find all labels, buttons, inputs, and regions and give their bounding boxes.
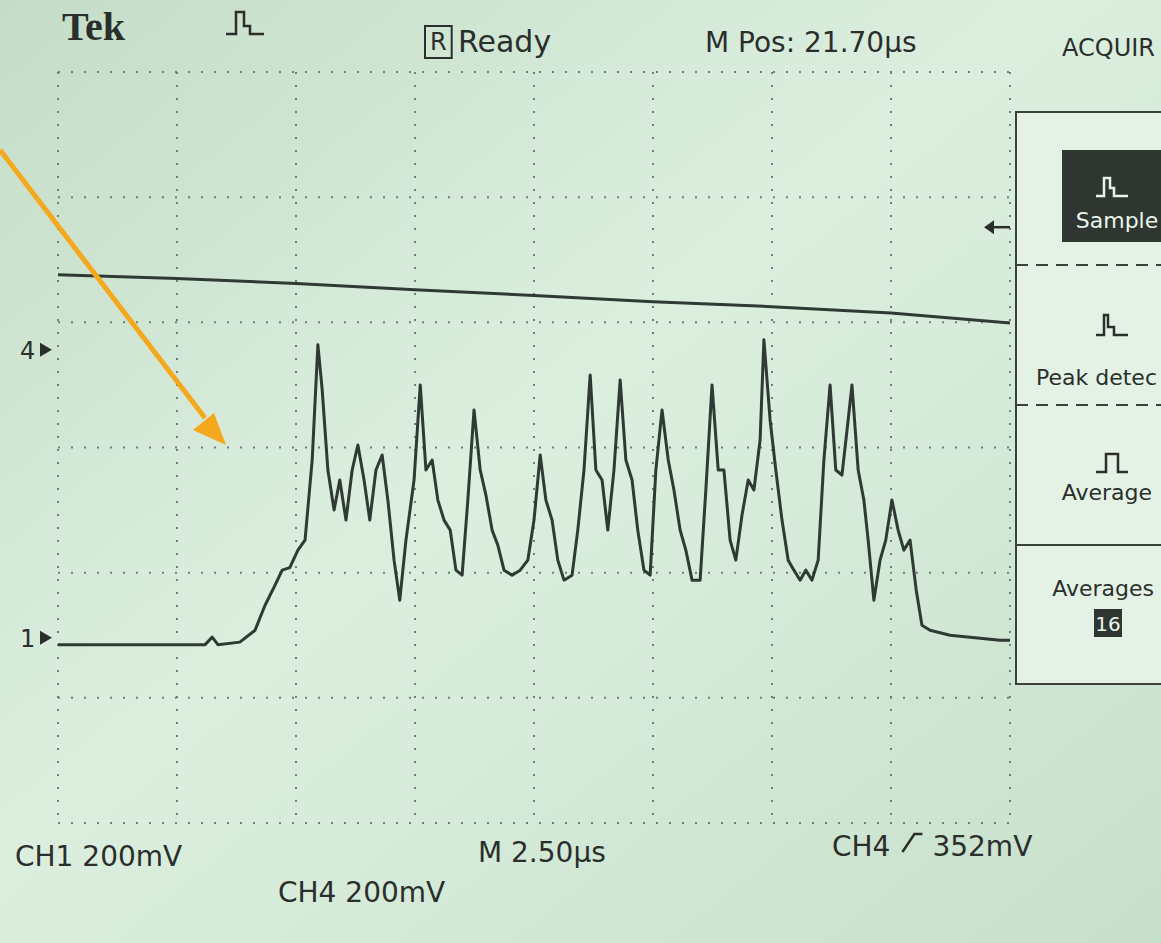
scope-screen: 41TekRReadyM Pos: 21.70µsACQUIRSamplePea… bbox=[0, 0, 1161, 943]
channel-label: 1 bbox=[20, 625, 35, 653]
menu-item: Peak detec bbox=[1036, 365, 1157, 390]
menu-value: 16 bbox=[1095, 612, 1120, 636]
traces bbox=[58, 275, 1010, 645]
grid-line-x bbox=[652, 72, 654, 823]
brand: Tek bbox=[62, 4, 126, 49]
mode-icon bbox=[1096, 178, 1128, 196]
trace bbox=[58, 340, 1010, 645]
channel-scale: CH4 200mV bbox=[278, 876, 445, 909]
horizontal-position: M Pos: 21.70µs bbox=[705, 26, 917, 59]
channel-marker bbox=[40, 343, 52, 357]
grid-line-y bbox=[58, 196, 1010, 198]
grid-line-y bbox=[58, 822, 1010, 824]
grid-line-x bbox=[295, 72, 297, 823]
grid-line-y bbox=[58, 71, 1010, 73]
menu-separator bbox=[1016, 264, 1161, 266]
acquire-menu bbox=[1016, 112, 1161, 684]
channel-markers: 41 bbox=[20, 337, 52, 653]
trigger-arrow-head bbox=[984, 220, 994, 234]
trigger-slope-icon bbox=[902, 834, 922, 852]
averages-box bbox=[1094, 609, 1122, 637]
channel-label: 4 bbox=[20, 337, 35, 365]
trigger-source: CH4 bbox=[832, 830, 890, 863]
grid-line-y bbox=[58, 572, 1010, 574]
run-state-badge: R bbox=[430, 28, 447, 56]
time-scale: M 2.50µs bbox=[478, 836, 606, 869]
menu-title: ACQUIR bbox=[1062, 34, 1155, 62]
menu-panel bbox=[1016, 112, 1161, 684]
run-state: Ready bbox=[458, 24, 551, 59]
pointer-shaft bbox=[0, 150, 205, 418]
grid-line-y bbox=[58, 697, 1010, 699]
grid-line-x bbox=[533, 72, 535, 823]
menu-selected bbox=[1062, 150, 1161, 242]
trigger-level bbox=[984, 220, 1010, 234]
pointer-head bbox=[193, 413, 226, 445]
trigger-icon bbox=[226, 12, 264, 34]
pointer-arrow bbox=[0, 150, 226, 445]
mode-icon bbox=[1096, 315, 1128, 335]
badge-box bbox=[425, 26, 452, 58]
graticule bbox=[58, 72, 1010, 823]
trigger-value: 352mV bbox=[932, 830, 1032, 863]
channel-marker bbox=[40, 631, 52, 645]
mode-icon bbox=[1096, 454, 1128, 472]
trigger-arrow-shaft bbox=[992, 226, 1010, 229]
trace bbox=[58, 275, 1010, 323]
menu-item: Sample bbox=[1076, 208, 1159, 233]
channel-scale: CH1 200mV bbox=[15, 840, 182, 873]
grid-line-y bbox=[58, 447, 1010, 449]
grid-line-y bbox=[58, 321, 1010, 323]
menu-item: Average bbox=[1062, 480, 1152, 505]
menu-separator bbox=[1016, 404, 1161, 406]
menu-label: Averages bbox=[1052, 576, 1154, 601]
menu-separator bbox=[1016, 544, 1161, 546]
labels: Tek R Ready M Pos: 21.70µs ACQUIR Sample Peak … bbox=[15, 4, 1158, 909]
background bbox=[0, 0, 1161, 943]
